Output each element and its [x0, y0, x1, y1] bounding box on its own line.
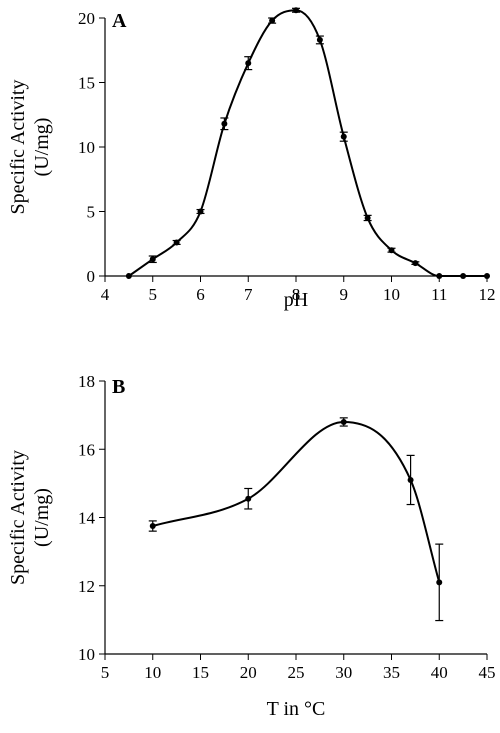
data-point — [436, 579, 443, 586]
data-point — [245, 60, 252, 67]
panel-label: B — [112, 376, 125, 398]
data-point — [340, 133, 347, 140]
y-axis-label: Specific Activity (U/mg) — [7, 450, 53, 585]
y-tick-label: 10 — [78, 645, 95, 664]
x-tick-label: 7 — [244, 285, 253, 304]
x-tick-label: 40 — [431, 663, 448, 682]
x-axis-label: pH — [284, 289, 308, 311]
data-point — [293, 7, 299, 14]
x-tick-label: 6 — [196, 285, 205, 304]
x-tick-label: 15 — [192, 663, 209, 682]
panel-a: 4 5 6 7 8 9 10 11 12 0 5 10 15 20 pH Specific Activity(… — [7, 7, 496, 311]
x-tick-label: 45 — [479, 663, 496, 682]
x-tick-label: 4 — [101, 285, 110, 304]
y-tick-label: 10 — [78, 138, 95, 157]
data-point — [407, 476, 414, 483]
y-tick-label: 0 — [87, 267, 96, 286]
x-tick-label: 10 — [383, 285, 400, 304]
data-point — [388, 247, 395, 254]
x-tick-label: 8 — [292, 285, 301, 304]
data-point — [221, 120, 228, 127]
y-axis-label-line: Specific Activity — [7, 450, 29, 585]
x-tick-label: 11 — [431, 285, 447, 304]
y-tick-label: 15 — [78, 74, 95, 93]
x-tick-label: 35 — [383, 663, 400, 682]
data-point — [197, 208, 204, 215]
y-tick-label: 12 — [78, 577, 95, 596]
data-point — [316, 36, 323, 43]
data-point — [269, 17, 276, 24]
series-line — [152, 420, 441, 583]
data-point — [125, 273, 132, 279]
y-tick-label: 14 — [78, 509, 96, 528]
data-point — [364, 214, 371, 221]
x-tick-label: 25 — [288, 663, 305, 682]
data-point — [436, 273, 443, 279]
y-axis-label-line: (U/mg) — [31, 488, 53, 547]
y-axis-label-line: Specific Activity — [7, 80, 29, 215]
data-point — [460, 273, 467, 279]
y-axis-label-line: (U/mg) — [31, 118, 53, 177]
data-point — [484, 273, 490, 279]
x-tick-label: 9 — [340, 285, 349, 304]
x-tick-label: 30 — [335, 663, 352, 682]
series-line — [128, 9, 487, 277]
data-point — [149, 256, 156, 263]
data-point — [173, 239, 180, 246]
y-axis-label: Specific Activity (U/mg) — [7, 80, 53, 215]
y-tick-label: 18 — [78, 372, 95, 391]
x-tick-label: 12 — [479, 285, 496, 304]
x-tick-label: 5 — [101, 663, 110, 682]
panel-label: A — [112, 10, 127, 32]
data-point — [340, 418, 347, 425]
y-tick-label: 16 — [78, 440, 95, 459]
x-axis-label: T in °C — [267, 698, 326, 720]
x-tick-label: 5 — [149, 285, 158, 304]
x-tick-label: 20 — [240, 663, 257, 682]
data-point — [245, 495, 252, 502]
data-point — [149, 523, 156, 530]
y-tick-label: 5 — [87, 203, 96, 222]
y-tick-label: 20 — [78, 9, 95, 28]
data-point — [412, 260, 419, 267]
x-tick-label: 10 — [144, 663, 161, 682]
panel-b: 5 10 15 20 25 30 35 40 45 10 12 14 16 18 T in °C Specif… — [7, 372, 496, 720]
